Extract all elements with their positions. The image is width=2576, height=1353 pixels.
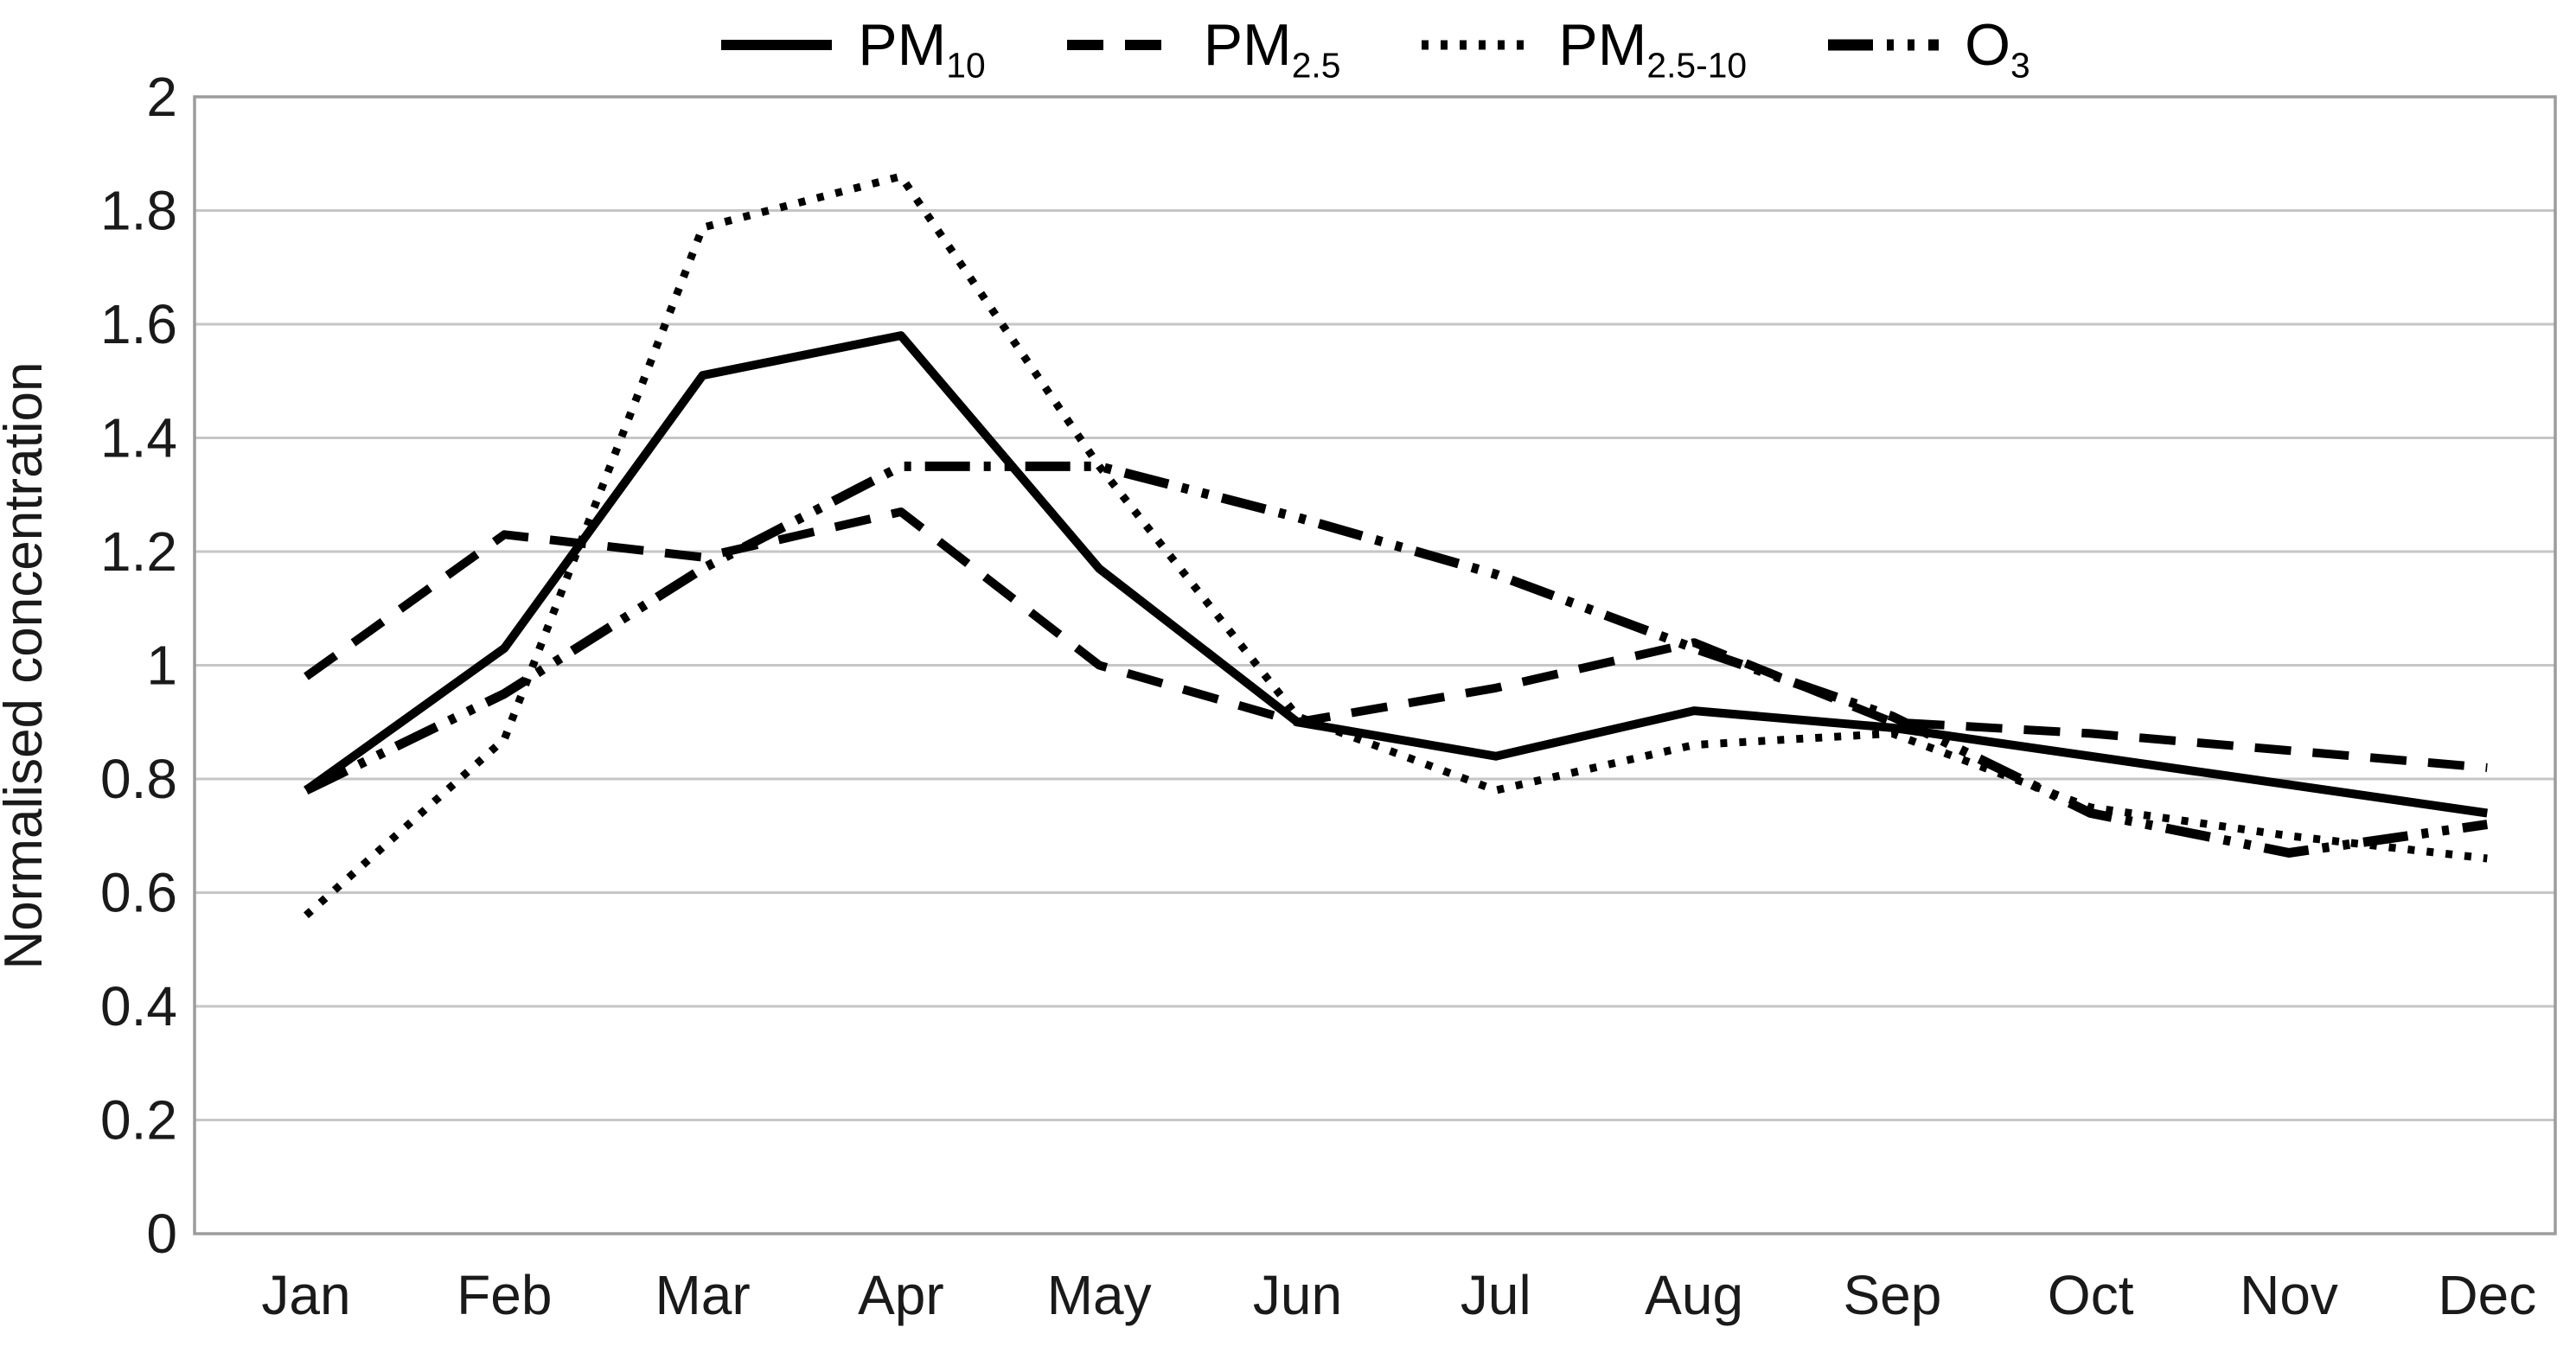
x-tick-label-jan: Jan (261, 1264, 350, 1326)
x-tick-label-sep: Sep (1843, 1264, 1941, 1326)
series-line-pm2-5 (304, 507, 2488, 772)
plot-border (193, 95, 2557, 1235)
legend-line-sample-dash-dot-dot (1828, 39, 1940, 51)
x-tick-label-oct: Oct (2048, 1264, 2134, 1326)
series-line-o3 (304, 461, 2489, 858)
x-tick-label-feb: Feb (457, 1264, 552, 1326)
legend-item-pm2-5: PM2.5 (1065, 11, 1341, 86)
axis-border (193, 95, 2557, 1235)
y-tick-label: 1.8 (100, 180, 177, 242)
chart-legend: PM10 PM2.5 PM2.5-10 O3 (195, 0, 2555, 90)
x-tick-label-mar: Mar (655, 1264, 750, 1326)
y-tick-label: 0 (146, 1203, 177, 1265)
y-tick-label: 1.6 (100, 293, 177, 355)
y-tick-label: 0.8 (100, 748, 177, 810)
x-tick-label-aug: Aug (1645, 1264, 1743, 1326)
legend-item-pm2-5-10: PM2.5-10 (1420, 11, 1748, 86)
y-tick-label: 1.4 (100, 407, 177, 469)
y-tick-label: 0.6 (100, 862, 177, 924)
legend-line-sample-dashed (1066, 40, 1178, 50)
x-tick-label-may: May (1047, 1264, 1152, 1326)
series-line-pm10 (304, 331, 2489, 818)
y-axis-title: Normalised concentration (0, 361, 54, 969)
x-tick-label-nov: Nov (2240, 1264, 2338, 1326)
legend-line-sample-dotted (1422, 40, 1533, 50)
gridlines (195, 95, 2555, 1235)
x-tick-label-dec: Dec (2438, 1264, 2536, 1326)
legend-label-pm2-5-10: PM2.5-10 (1558, 12, 1748, 86)
legend-label-pm2-5: PM2.5 (1203, 12, 1341, 86)
y-axis-tick-labels: 2 1.8 1.6 1.4 1.2 1 0.8 0.6 0.4 0.2 0 (100, 66, 177, 1265)
legend-label-pm10: PM10 (858, 12, 986, 86)
x-tick-label-apr: Apr (858, 1264, 944, 1326)
legend-line-sample-solid (721, 40, 833, 50)
y-tick-label: 1.2 (100, 520, 177, 583)
x-axis-tick-labels: Jan Feb Mar Apr May Jun Jul Aug Sep Oct Nov Dec (261, 1264, 2536, 1326)
y-tick-label: 1 (146, 635, 177, 697)
x-tick-label-jul: Jul (1461, 1264, 1531, 1326)
legend-label-o3: O3 (1965, 12, 2030, 86)
y-tick-label: 2 (146, 66, 177, 128)
series-lines (304, 172, 2489, 919)
y-tick-label: 0.2 (100, 1089, 177, 1152)
legend-item-pm10: PM10 (719, 11, 986, 86)
y-tick-label: 0.4 (100, 975, 177, 1037)
x-tick-label-jun: Jun (1253, 1264, 1342, 1326)
legend-item-o3: O3 (1826, 11, 2030, 86)
